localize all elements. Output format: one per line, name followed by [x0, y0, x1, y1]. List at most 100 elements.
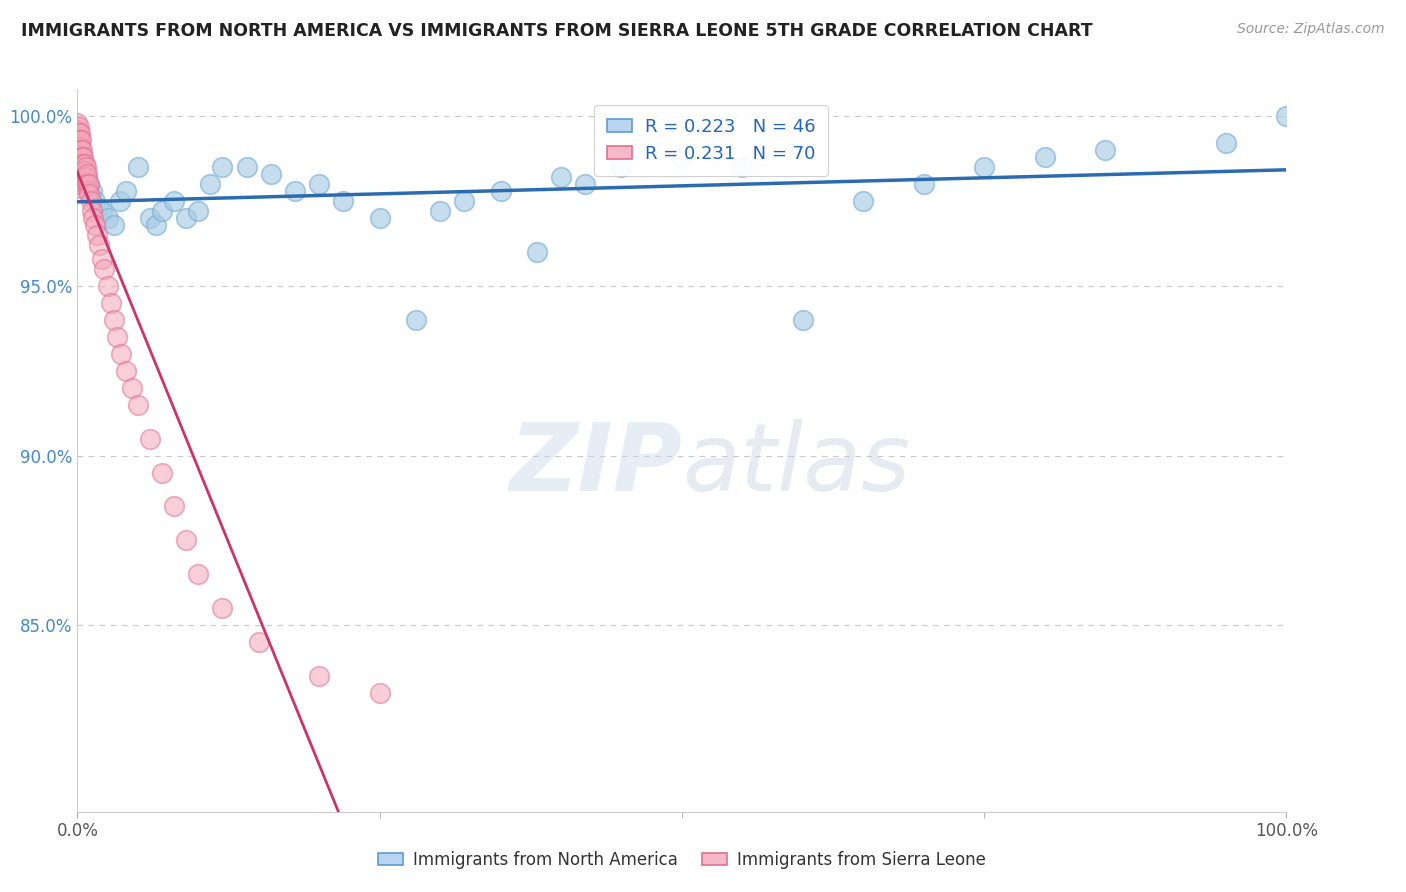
- Point: [368, 686, 391, 700]
- Point: [174, 533, 197, 548]
- Point: [200, 177, 222, 191]
- Point: [80, 204, 103, 219]
- Text: ZIP: ZIP: [509, 419, 682, 511]
- Point: [429, 204, 451, 219]
- Point: [139, 432, 162, 446]
- Point: [69, 126, 91, 140]
- Point: [792, 313, 814, 327]
- Point: [260, 167, 283, 181]
- Point: [90, 204, 112, 219]
- Point: [163, 500, 186, 514]
- Text: atlas: atlas: [682, 419, 910, 510]
- Point: [67, 153, 90, 168]
- Point: [70, 150, 93, 164]
- Point: [108, 194, 131, 208]
- Point: [66, 170, 89, 185]
- Point: [973, 160, 995, 174]
- Point: [912, 177, 935, 191]
- Point: [70, 143, 93, 157]
- Point: [105, 330, 128, 344]
- Point: [72, 157, 94, 171]
- Point: [67, 140, 90, 154]
- Point: [235, 160, 257, 174]
- Point: [67, 146, 90, 161]
- Point: [86, 228, 108, 243]
- Point: [405, 313, 427, 327]
- Point: [67, 120, 90, 134]
- Point: [1215, 136, 1237, 151]
- Point: [67, 160, 90, 174]
- Point: [72, 163, 94, 178]
- Point: [77, 184, 100, 198]
- Point: [87, 238, 110, 252]
- Point: [114, 184, 136, 198]
- Point: [66, 163, 89, 178]
- Point: [73, 157, 96, 171]
- Point: [550, 170, 572, 185]
- Point: [127, 398, 149, 412]
- Point: [163, 194, 186, 208]
- Point: [79, 194, 101, 208]
- Point: [67, 133, 90, 147]
- Point: [731, 160, 754, 174]
- Point: [79, 177, 101, 191]
- Point: [69, 133, 91, 147]
- Point: [70, 160, 93, 174]
- Point: [69, 146, 91, 161]
- Point: [96, 279, 118, 293]
- Point: [368, 211, 391, 226]
- Point: [1033, 150, 1056, 164]
- Point: [67, 174, 90, 188]
- Point: [610, 160, 633, 174]
- Point: [187, 567, 209, 582]
- Point: [69, 140, 91, 154]
- Point: [66, 123, 89, 137]
- Point: [87, 201, 110, 215]
- Point: [75, 160, 97, 174]
- Point: [308, 669, 330, 683]
- Point: [76, 177, 98, 191]
- Point: [73, 163, 96, 178]
- Point: [80, 184, 103, 198]
- Point: [66, 177, 89, 191]
- Text: Source: ZipAtlas.com: Source: ZipAtlas.com: [1237, 22, 1385, 37]
- Point: [174, 211, 197, 226]
- Text: IMMIGRANTS FROM NORTH AMERICA VS IMMIGRANTS FROM SIERRA LEONE 5TH GRADE CORRELAT: IMMIGRANTS FROM NORTH AMERICA VS IMMIGRA…: [21, 22, 1092, 40]
- Point: [110, 347, 132, 361]
- Point: [66, 116, 89, 130]
- Point: [70, 150, 93, 164]
- Point: [453, 194, 475, 208]
- Point: [70, 133, 93, 147]
- Point: [84, 194, 107, 208]
- Point: [150, 204, 173, 219]
- Point: [69, 153, 91, 168]
- Point: [332, 194, 354, 208]
- Point: [247, 635, 270, 649]
- Point: [308, 177, 330, 191]
- Point: [66, 129, 89, 144]
- Point: [66, 150, 89, 164]
- Point: [79, 177, 101, 191]
- Point: [76, 170, 98, 185]
- Point: [66, 157, 89, 171]
- Point: [211, 601, 233, 615]
- Point: [72, 150, 94, 164]
- Point: [67, 180, 90, 194]
- Point: [70, 150, 93, 164]
- Point: [127, 160, 149, 174]
- Point: [139, 211, 162, 226]
- Point: [852, 194, 875, 208]
- Point: [70, 157, 93, 171]
- Point: [103, 313, 125, 327]
- Point: [69, 143, 91, 157]
- Point: [75, 170, 97, 185]
- Point: [70, 143, 93, 157]
- Point: [526, 245, 548, 260]
- Point: [69, 160, 91, 174]
- Point: [671, 150, 693, 164]
- Point: [66, 143, 89, 157]
- Point: [1094, 143, 1116, 157]
- Point: [1275, 109, 1298, 123]
- Point: [82, 211, 104, 226]
- Point: [96, 211, 118, 226]
